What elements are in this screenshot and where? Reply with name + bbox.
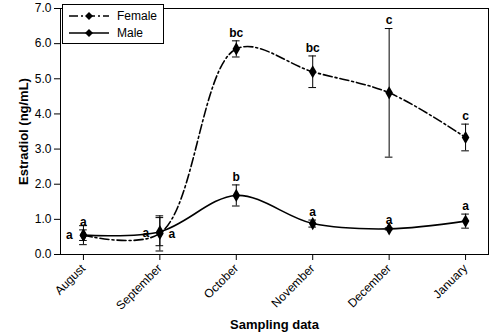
svg-text:5.0: 5.0 [35, 72, 52, 86]
svg-text:a: a [462, 199, 469, 213]
svg-text:7.0: 7.0 [35, 1, 52, 15]
svg-text:4.0: 4.0 [35, 107, 52, 121]
svg-text:a: a [66, 228, 73, 242]
svg-text:October: October [201, 261, 241, 301]
svg-text:August: August [52, 261, 89, 298]
svg-text:c: c [386, 13, 393, 27]
svg-text:December: December [345, 261, 394, 310]
svg-text:November: November [269, 261, 318, 310]
svg-text:1.0: 1.0 [35, 212, 52, 226]
svg-text:6.0: 6.0 [35, 36, 52, 50]
svg-text:Estradiol (ng/mL): Estradiol (ng/mL) [16, 78, 31, 185]
svg-text:Sampling data: Sampling data [230, 317, 320, 332]
svg-text:bc: bc [306, 41, 320, 55]
svg-text:b: b [233, 170, 240, 184]
svg-text:a: a [386, 213, 393, 227]
html-text:Female: Female [117, 8, 157, 23]
svg-text:3.0: 3.0 [35, 142, 52, 156]
svg-text:2.0: 2.0 [35, 177, 52, 191]
svg-text:c: c [462, 109, 469, 123]
svg-text:0.0: 0.0 [35, 247, 52, 261]
svg-text:September: September [113, 261, 164, 312]
svg-text:a: a [309, 205, 316, 219]
html-text:Male: Male [117, 25, 143, 40]
svg-text:a: a [169, 226, 176, 240]
svg-text:a: a [143, 226, 150, 240]
svg-text:a: a [80, 215, 87, 229]
svg-text:January: January [430, 261, 470, 301]
svg-text:bc: bc [229, 26, 243, 40]
